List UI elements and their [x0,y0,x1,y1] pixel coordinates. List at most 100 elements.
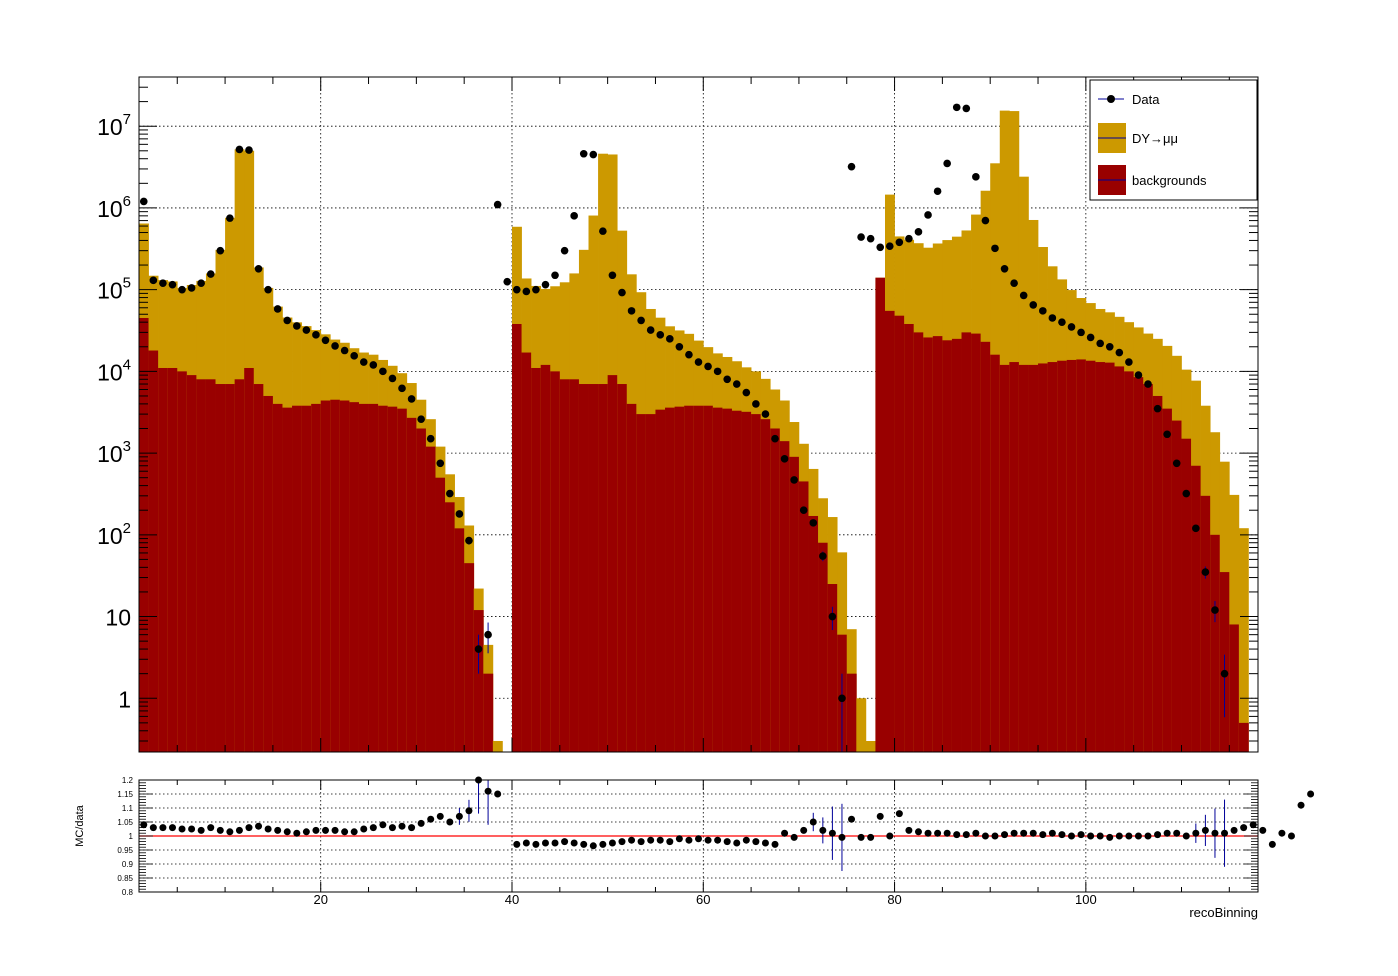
y-tick-label: 107 [97,111,131,140]
background-bar [645,414,656,752]
background-bar [636,414,647,752]
ratio-point [589,842,597,850]
data-point [618,288,626,297]
data-point [732,380,741,388]
background-bar [1191,465,1201,752]
data-point [656,331,665,339]
background-bar [578,384,589,752]
background-bar [693,405,704,752]
background-bar [779,441,790,752]
background-bar [1200,495,1211,752]
dy-bar [1229,494,1240,752]
background-bar [272,403,283,752]
ratio-point [388,824,396,832]
data-point [1000,264,1009,273]
data-point [570,212,578,220]
background-bar [923,337,934,752]
ratio-point [819,826,827,834]
data-point [933,187,942,196]
data-point [943,159,951,168]
ratio-point [723,838,731,846]
ratio-point [1297,801,1305,809]
background-bar [798,481,809,752]
background-bar [167,367,178,752]
data-point [991,244,999,253]
background-bar [588,384,599,752]
background-bar [818,542,828,752]
ratio-point [283,828,291,836]
ratio-point [800,826,808,834]
data-point [139,197,148,206]
ratio-y-tick-label: 0.8 [122,888,134,897]
ratio-point [1001,831,1009,839]
background-bar [971,333,981,752]
ratio-point [1240,824,1248,832]
background-bar [655,409,666,752]
ratio-point [666,838,674,846]
background-bar [483,673,494,752]
data-point [1153,404,1162,413]
ratio-point [1106,833,1114,841]
ratio-point [1287,832,1295,840]
background-bar [282,407,293,752]
data-point [646,326,655,334]
data-point [321,336,330,345]
ratio-point [1173,829,1181,837]
background-bar [999,364,1010,752]
ratio-point [761,839,769,847]
ratio-point [149,824,157,832]
ratio-y-tick-label: 1 [129,832,134,841]
ratio-point [302,828,310,836]
ratio-point [484,787,492,795]
background-bar [1038,363,1048,752]
data-point [1115,348,1124,357]
data-point [436,459,445,468]
data-point [312,331,320,339]
data-point [1163,430,1171,439]
background-bar [607,375,618,752]
ratio-point [398,822,406,830]
ratio-point [943,829,951,837]
data-point [484,630,492,639]
ratio-point [1048,829,1056,837]
background-bar [320,400,331,752]
background-bar [1162,408,1173,752]
ratio-y-axis-label: MC/data [74,804,86,846]
ratio-point [1115,832,1123,840]
y-tick-label: 105 [97,275,131,304]
data-point [723,375,731,384]
data-point [1058,318,1066,326]
ratio-point [197,826,205,834]
ratio-point [857,833,865,841]
ratio-point [675,835,683,843]
ratio-point [972,829,980,837]
data-point [962,104,971,113]
data-point [589,150,598,159]
background-bar [674,406,685,752]
ratio-point [570,839,578,847]
background-bar [932,336,943,752]
ratio-point [733,839,741,847]
data-point [465,536,473,545]
ratio-point [1307,790,1315,798]
data-point [417,415,425,423]
background-bar [158,367,169,752]
ratio-point [953,831,961,839]
data-point [666,335,674,343]
data-point [293,322,301,330]
background-bar [904,323,915,752]
ratio-point [886,832,894,840]
background-bar [454,528,465,752]
x-axis-label: recoBinning [1189,905,1258,920]
ratio-point [1163,829,1171,837]
background-bar [406,417,417,752]
background-bar [808,515,819,752]
data-point [178,285,186,294]
background-bar [1143,384,1154,752]
ratio-point [168,824,176,832]
ratio-point [1278,829,1286,837]
background-bar [875,277,886,752]
data-point [752,400,760,408]
background-bar [311,403,322,752]
data-point [1010,279,1018,287]
